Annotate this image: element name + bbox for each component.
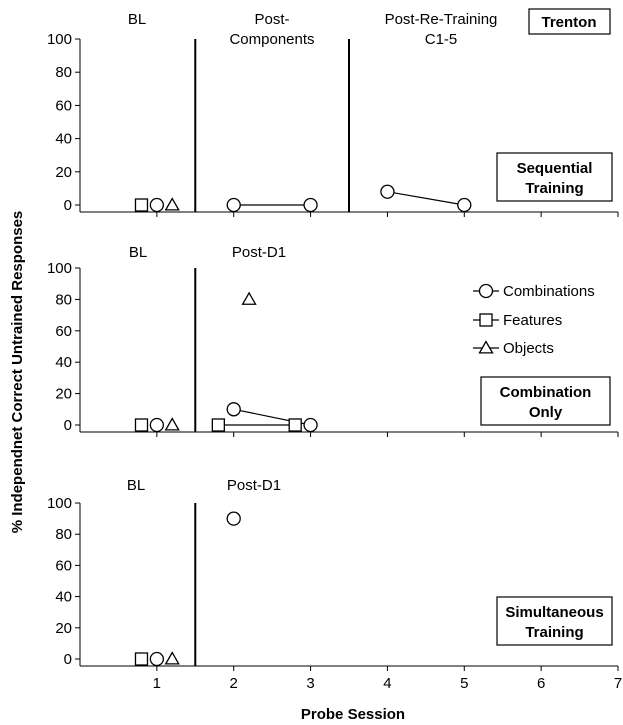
y-tick-label: 0: [64, 417, 72, 434]
legend-label: Features: [503, 312, 562, 329]
y-tick-label: 80: [55, 64, 72, 81]
y-tick-label: 0: [64, 651, 72, 668]
legend-label: Objects: [503, 340, 554, 357]
data-point-circle: [226, 197, 241, 213]
y-tick-label: 40: [55, 354, 72, 371]
condition-box: [480, 376, 611, 426]
phase-label: BL: [127, 477, 145, 494]
y-tick-label: 20: [55, 620, 72, 637]
x-tick-label: 1: [153, 675, 161, 692]
data-point-circle: [303, 197, 318, 213]
data-point-square: [134, 198, 149, 212]
data-point-triangle: [241, 291, 257, 305]
legend-triangle-icon: [478, 340, 494, 354]
x-tick-label: 2: [230, 675, 238, 692]
y-tick-label: 60: [55, 323, 72, 340]
legend-label: Combinations: [503, 283, 595, 300]
y-tick-label: 80: [55, 526, 72, 543]
data-point-square: [211, 418, 225, 432]
data-point-square: [134, 418, 149, 432]
condition-label: Combination: [500, 384, 592, 401]
y-tick-label: 20: [55, 164, 72, 181]
x-tick-label: 3: [306, 675, 314, 692]
y-tick-label: 0: [64, 197, 72, 214]
condition-label: Training: [525, 624, 583, 641]
y-tick-label: 60: [55, 557, 72, 574]
condition-label: Simultaneous: [505, 604, 603, 621]
data-point-square: [288, 418, 302, 432]
y-tick-label: 20: [55, 386, 72, 403]
x-tick-label: 5: [460, 675, 468, 692]
legend-circle-icon: [478, 283, 494, 299]
phase-label: BL: [129, 244, 147, 261]
y-axis-label: % Independnet Correct Untrained Response…: [9, 211, 26, 534]
y-tick-label: 80: [55, 291, 72, 308]
data-point-square: [134, 652, 149, 666]
phase-label: Components: [229, 31, 314, 48]
phase-label: Post-D1: [227, 477, 281, 494]
y-tick-label: 40: [55, 131, 72, 148]
phase-label: C1-5: [425, 31, 458, 48]
subject-box: [528, 8, 611, 35]
y-tick-label: 40: [55, 589, 72, 606]
condition-label: Sequential: [517, 160, 593, 177]
data-point-triangle: [164, 197, 180, 211]
y-tick-label: 100: [47, 31, 72, 48]
y-tick-label: 100: [47, 260, 72, 277]
data-point-circle: [149, 651, 165, 667]
x-tick-label: 4: [383, 675, 391, 692]
phase-label: Post-: [254, 11, 289, 28]
data-point-circle: [303, 417, 318, 433]
phase-label: BL: [128, 11, 146, 28]
data-point-circle: [226, 511, 241, 526]
data-point-triangle: [164, 651, 180, 665]
data-point-circle: [380, 184, 395, 199]
condition-box: [496, 152, 613, 202]
data-point-circle: [149, 417, 165, 433]
condition-label: Only: [529, 404, 563, 421]
data-point-circle: [149, 197, 165, 213]
condition-label: Training: [525, 180, 583, 197]
x-tick-label: 7: [614, 675, 622, 692]
series-line: [387, 191, 465, 206]
condition-box: [496, 596, 613, 646]
data-point-triangle: [164, 417, 180, 431]
legend-square-icon: [479, 313, 493, 327]
x-axis-label: Probe Session: [301, 706, 405, 723]
y-tick-label: 100: [47, 495, 72, 512]
data-point-circle: [226, 402, 241, 417]
phase-label: Post-D1: [232, 244, 286, 261]
data-point-circle: [457, 197, 472, 213]
y-tick-label: 60: [55, 97, 72, 114]
x-tick-label: 6: [537, 675, 545, 692]
subject-label: Trenton: [542, 14, 597, 31]
phase-label: Post-Re-Training: [385, 11, 498, 28]
